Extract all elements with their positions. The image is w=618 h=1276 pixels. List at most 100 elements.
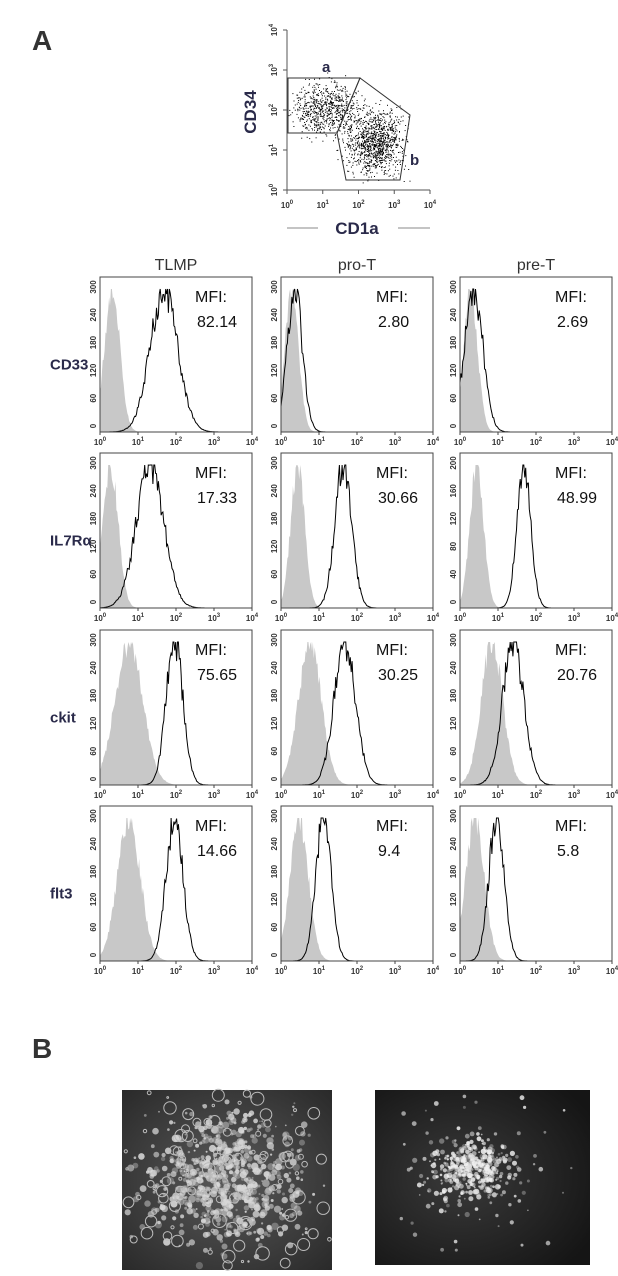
event <box>313 103 314 104</box>
event <box>320 110 321 111</box>
event <box>326 91 327 92</box>
event <box>331 99 332 100</box>
cell <box>144 1114 147 1117</box>
cell <box>483 1146 486 1149</box>
event <box>345 87 346 88</box>
cell <box>469 1151 471 1153</box>
event <box>320 99 321 100</box>
event <box>314 91 315 92</box>
event <box>361 144 362 145</box>
event <box>389 122 390 123</box>
cell <box>485 1186 488 1189</box>
event <box>386 163 387 164</box>
event <box>313 106 314 107</box>
y-tick-label: 300 <box>89 633 98 647</box>
event <box>373 133 374 134</box>
cell <box>212 1137 218 1143</box>
cell <box>260 1163 264 1167</box>
event <box>315 125 316 126</box>
event <box>299 97 300 98</box>
cell <box>439 1208 444 1213</box>
event <box>297 110 298 111</box>
event <box>363 159 364 160</box>
y-tick-label: 120 <box>89 892 98 906</box>
event <box>337 127 338 128</box>
event <box>347 96 348 97</box>
event <box>343 142 344 143</box>
event <box>313 116 314 117</box>
event <box>301 92 302 93</box>
event <box>368 150 369 151</box>
y-tick-label: 120 <box>270 539 279 553</box>
mfi-label: MFI: <box>195 289 227 306</box>
event <box>379 142 380 143</box>
event <box>308 130 309 131</box>
event <box>308 114 309 115</box>
event <box>324 128 325 129</box>
cell <box>209 1145 216 1152</box>
event <box>368 113 369 114</box>
event <box>304 111 305 112</box>
event <box>364 141 365 142</box>
cell <box>475 1207 479 1211</box>
event <box>378 152 379 153</box>
cell <box>570 1167 572 1169</box>
cell <box>484 1167 488 1171</box>
event <box>389 142 390 143</box>
cell <box>507 1157 512 1162</box>
cell <box>463 1095 467 1099</box>
x-tick-label: 104 <box>424 200 437 210</box>
event <box>375 120 376 121</box>
event <box>305 124 306 125</box>
cell <box>259 1121 261 1123</box>
event <box>382 150 383 151</box>
x-tick-label: 102 <box>170 613 183 623</box>
event <box>380 153 381 154</box>
event <box>361 126 362 127</box>
event <box>366 105 367 106</box>
cell <box>510 1151 515 1156</box>
event <box>340 131 341 132</box>
x-tick-label: 100 <box>275 613 288 623</box>
event <box>373 117 374 118</box>
event <box>379 158 380 159</box>
event <box>323 100 324 101</box>
event <box>343 124 344 125</box>
event <box>323 124 324 125</box>
event <box>330 130 331 131</box>
cell <box>481 1162 483 1164</box>
event <box>372 125 373 126</box>
event <box>298 117 299 118</box>
event <box>356 165 357 166</box>
cell <box>271 1199 274 1202</box>
event <box>313 112 314 113</box>
event <box>341 119 342 120</box>
cell <box>250 1128 253 1131</box>
event <box>363 182 364 183</box>
event <box>375 103 376 104</box>
event <box>370 109 371 110</box>
event <box>374 176 375 177</box>
event <box>350 117 351 118</box>
event <box>379 155 380 156</box>
event <box>330 122 331 123</box>
event <box>349 111 350 112</box>
event <box>377 153 378 154</box>
event <box>370 138 371 139</box>
event <box>353 114 354 115</box>
event <box>325 112 326 113</box>
event <box>391 147 392 148</box>
event <box>348 160 349 161</box>
event <box>369 155 370 156</box>
tick-exp: 3 <box>398 437 402 443</box>
event <box>375 146 376 147</box>
event <box>298 102 299 103</box>
mfi-label: MFI: <box>195 818 227 835</box>
event <box>369 166 370 167</box>
x-tick-label: 102 <box>170 790 183 800</box>
x-tick-label: 104 <box>427 966 440 976</box>
event <box>351 126 352 127</box>
tick-exp: 3 <box>217 437 221 443</box>
event <box>365 127 366 128</box>
event <box>371 132 372 133</box>
